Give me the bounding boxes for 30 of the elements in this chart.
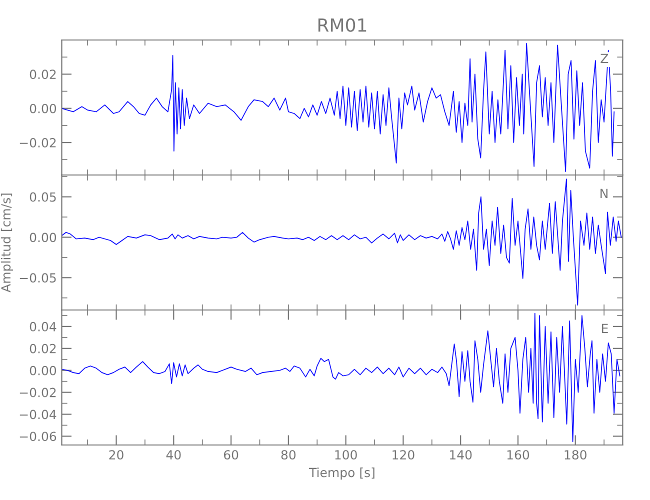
y-tick-label: −0.02 — [20, 138, 56, 148]
y-tick-label: 0.05 — [30, 192, 56, 202]
line-series — [62, 178, 622, 306]
x-tick-label: 80 — [281, 450, 296, 460]
x-axis-title: Tiempo [s] — [308, 468, 374, 480]
y-tick-label: −0.02 — [20, 388, 56, 398]
y-tick-label: 0.02 — [30, 70, 56, 80]
x-tick-label: 20 — [109, 450, 124, 460]
y-axis-title: Amplitud [cm/s] — [0, 194, 14, 292]
y-tick-label: 0.02 — [30, 344, 56, 354]
line-series — [62, 43, 615, 172]
y-tick-label: 0.00 — [30, 104, 56, 114]
x-tick-label: 180 — [564, 450, 586, 460]
chart-title: RM01 — [318, 18, 366, 32]
annotation: E — [602, 324, 608, 333]
x-tick-label: 60 — [224, 450, 238, 460]
x-tick-label: 40 — [166, 450, 181, 460]
y-tick-label: 0.00 — [30, 366, 56, 376]
annotation: N — [600, 188, 608, 198]
line-series — [62, 312, 620, 442]
x-tick-label: 160 — [507, 450, 530, 460]
x-tick-label: 100 — [335, 450, 357, 460]
y-tick-label: −0.06 — [20, 432, 56, 442]
y-tick-label: −0.05 — [20, 273, 56, 283]
y-tick-label: −0.04 — [20, 410, 56, 420]
x-tick-label: 120 — [392, 450, 414, 460]
y-tick-label: 0.04 — [30, 322, 56, 332]
y-tick-label: 0.00 — [30, 232, 56, 242]
annotation: Z — [600, 54, 608, 63]
x-tick-label: 140 — [450, 450, 472, 460]
